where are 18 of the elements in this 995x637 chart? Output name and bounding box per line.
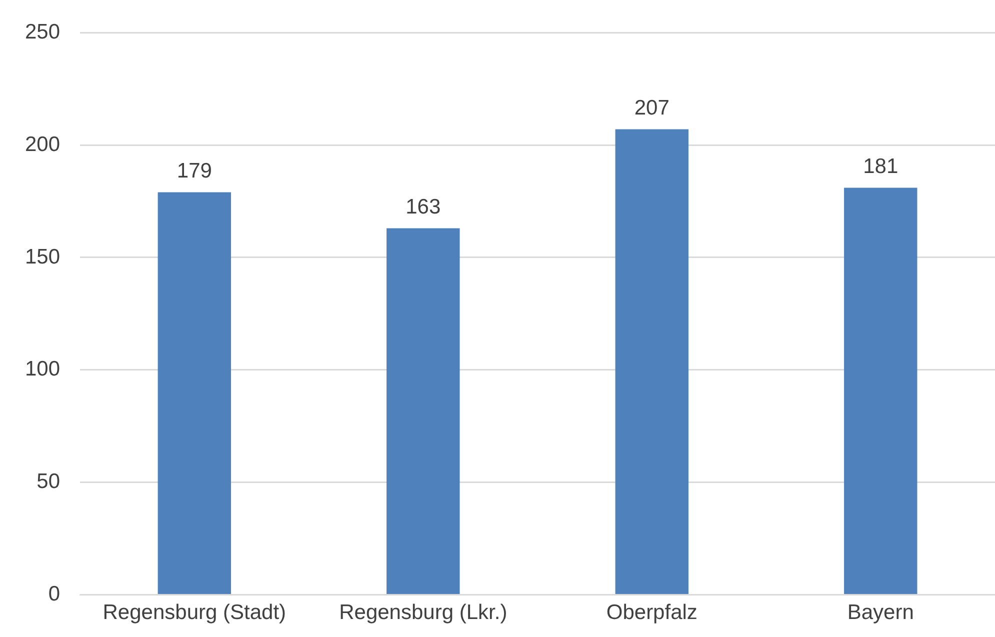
y-tick-label: 200 [24, 132, 60, 156]
y-tick-label: 150 [24, 245, 60, 268]
x-tick-label: Regensburg (Stadt) [102, 601, 286, 624]
data-label: 163 [406, 196, 441, 219]
bar [386, 228, 460, 594]
bar [844, 188, 918, 594]
y-tick-label: 250 [24, 20, 60, 44]
bar [615, 129, 688, 594]
bar [158, 192, 232, 594]
y-tick-label: 100 [24, 358, 60, 381]
data-label: 207 [634, 96, 670, 120]
x-tick-label: Bayern [847, 601, 914, 624]
x-tick-label: Regensburg (Lkr.) [339, 601, 508, 624]
data-label: 179 [176, 160, 212, 183]
x-tick-label: Oberpfalz [606, 601, 698, 624]
y-tick-label: 50 [36, 470, 60, 494]
data-label: 181 [863, 155, 898, 178]
y-tick-label: 0 [48, 582, 60, 606]
